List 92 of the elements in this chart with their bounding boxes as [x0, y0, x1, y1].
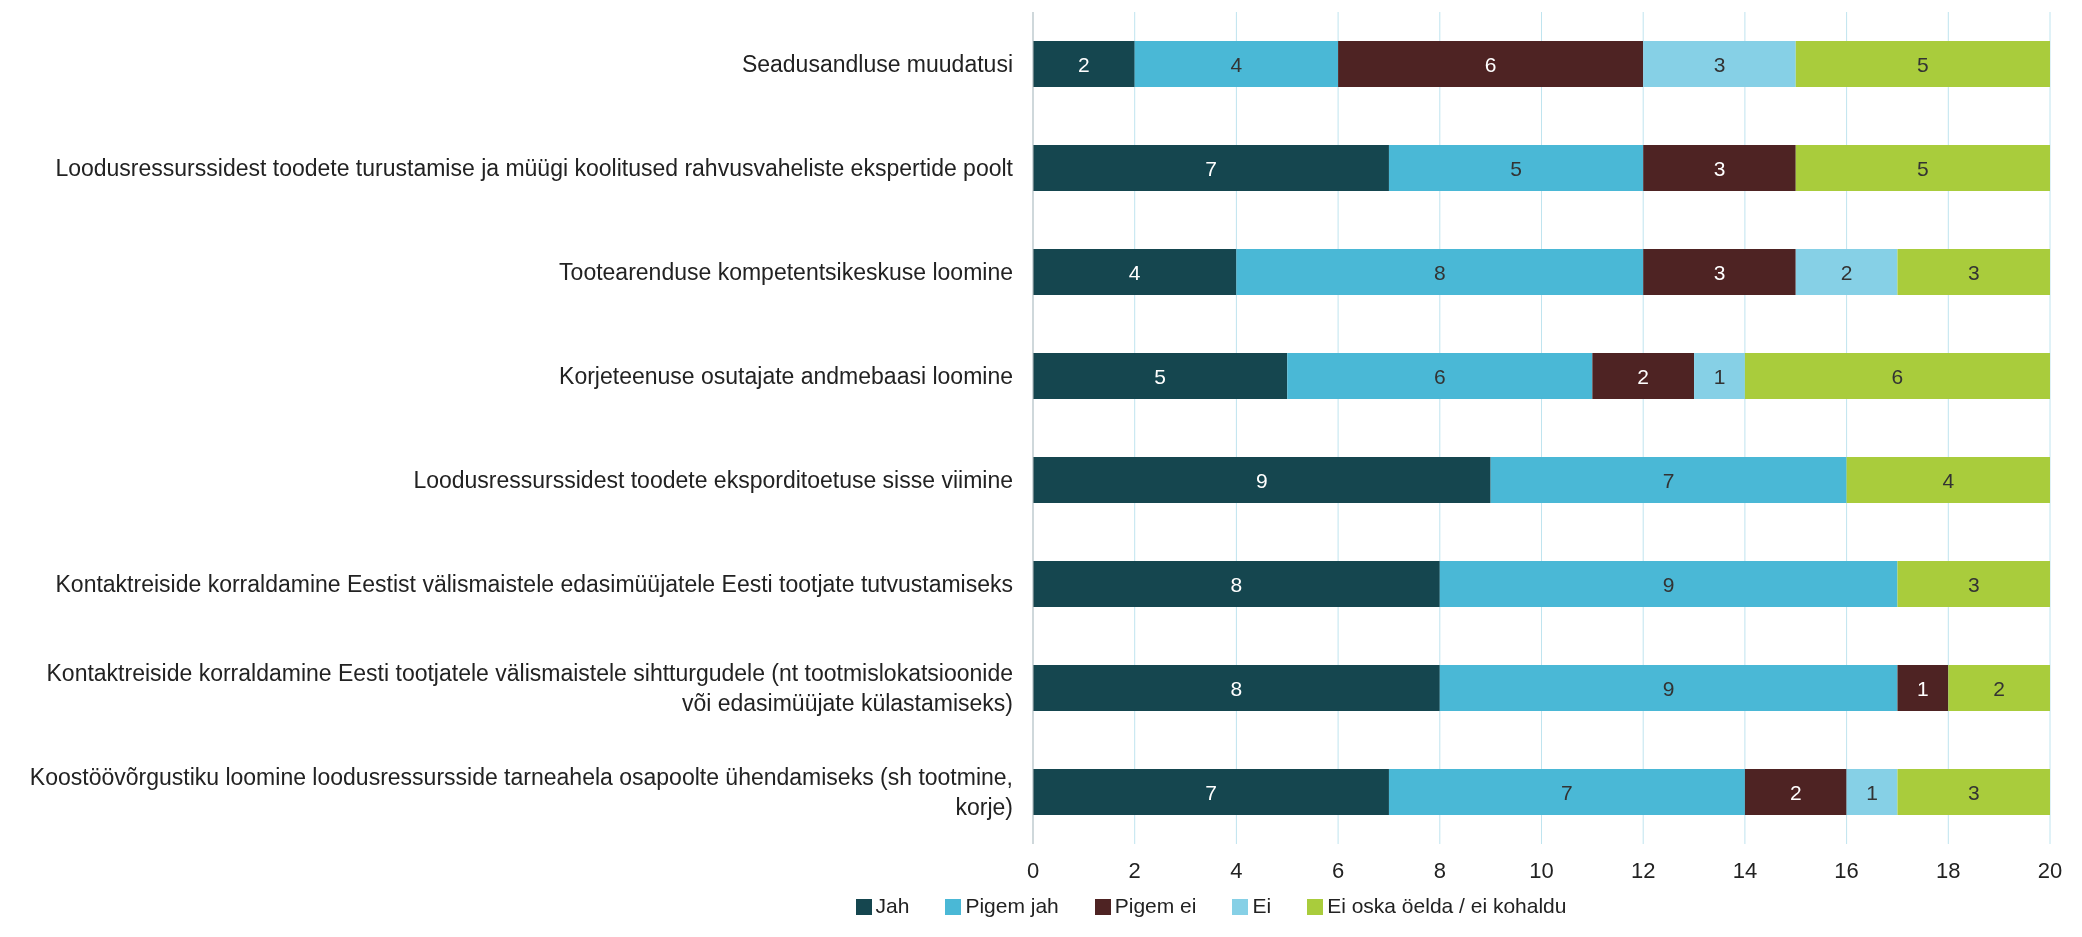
bar	[1744, 769, 1847, 815]
data-label: 8	[1433, 260, 1446, 284]
bar	[1643, 41, 1796, 87]
bar	[1134, 41, 1339, 87]
bar	[1338, 41, 1644, 87]
data-label: 6	[1891, 364, 1904, 388]
data-label: 5	[1917, 52, 1929, 76]
data-label: 1	[1866, 780, 1878, 804]
x-tick-label: 10	[1529, 857, 1554, 883]
x-tick-label: 14	[1732, 857, 1758, 883]
data-label: 3	[1967, 260, 1980, 284]
data-label: 3	[1967, 780, 1980, 804]
data-label: 3	[1967, 572, 1980, 596]
bar	[1795, 145, 2050, 191]
data-label: 7	[1662, 468, 1675, 492]
bar	[1897, 561, 2050, 607]
data-label: 2	[1637, 364, 1650, 388]
data-label: 2	[1078, 52, 1090, 76]
data-label: 7	[1205, 156, 1217, 180]
data-label: 4	[1128, 260, 1141, 284]
bar	[1490, 457, 1847, 503]
bar	[1033, 561, 1440, 607]
data-label: 9	[1255, 468, 1268, 492]
x-tick-label: 20	[2037, 857, 2063, 883]
bar	[1033, 353, 1288, 399]
bar	[1439, 561, 1898, 607]
legend-label: Ei	[1252, 894, 1272, 917]
legend-label: Pigem jah	[965, 894, 1059, 917]
bar	[1744, 353, 2050, 399]
x-tick-label: 2	[1128, 857, 1141, 883]
data-label: 8	[1230, 676, 1243, 700]
bar	[1643, 145, 1796, 191]
data-label: 5	[1917, 156, 1929, 180]
x-tick-label: 12	[1630, 857, 1656, 883]
data-label: 8	[1230, 572, 1243, 596]
bar	[1592, 353, 1695, 399]
x-tick-label: 18	[1936, 857, 1961, 883]
y-tick-label: Tootearenduse kompetentsikeskuse loomine	[559, 258, 1013, 287]
data-label: 7	[1561, 780, 1573, 804]
y-tick-label: Korjeteenuse osutajate andmebaasi loomine	[559, 362, 1013, 391]
bar	[1846, 769, 1898, 815]
bar	[1033, 665, 1440, 711]
y-tick-label: Kontaktreiside korraldamine Eestist välismaistele edasimüüjatele Eesti tootjate tutvustamiseks	[55, 570, 1013, 599]
bar	[1033, 41, 1135, 87]
bar	[1846, 457, 2050, 503]
data-label: 3	[1713, 52, 1726, 76]
data-label: 9	[1662, 572, 1675, 596]
bar	[1897, 769, 2050, 815]
bar	[1287, 353, 1593, 399]
bar	[1795, 41, 2050, 87]
data-label: 3	[1713, 156, 1726, 180]
x-tick-label: 0	[1026, 857, 1040, 883]
data-label: 2	[1993, 676, 2005, 700]
bar	[1643, 249, 1796, 295]
data-label: 6	[1433, 364, 1446, 388]
y-tick-label: Seadusandluse muudatusi	[741, 50, 1013, 79]
data-label: 3	[1713, 260, 1726, 284]
y-tick-label: Loodusressurssidest toodete turustamise ja müügi koolitused rahvusvaheliste ekspertide poolt	[55, 154, 1013, 183]
data-label: 6	[1484, 52, 1497, 76]
data-label: 1	[1713, 364, 1726, 388]
legend-label: Jah	[875, 894, 910, 917]
x-tick-label: 4	[1230, 857, 1243, 883]
bar	[1033, 249, 1237, 295]
data-label: 2	[1840, 260, 1853, 284]
bar	[1033, 457, 1491, 503]
data-label: 5	[1154, 364, 1166, 388]
bar	[1948, 665, 2050, 711]
data-label: 4	[1230, 52, 1243, 76]
legend-label: Ei oska öelda / ei kohaldu	[1327, 894, 1567, 917]
bar	[1897, 665, 1949, 711]
x-tick-label: 8	[1433, 857, 1446, 883]
x-tick-label: 16	[1834, 857, 1859, 883]
data-label: 7	[1205, 780, 1217, 804]
y-tick-label: Loodusressurssidest toodete eksporditoetuse sisse viimine	[413, 466, 1013, 495]
bar	[1388, 145, 1644, 191]
y-tick-label: Kontaktreiside korraldamine Eesti tootjatele välismaistele sihtturgudele (nt tootmislokatsioonide või edasimüüjate külastamiseks)	[45, 659, 1013, 718]
x-tick-label: 6	[1331, 857, 1345, 883]
bar	[1033, 769, 1389, 815]
data-label: 2	[1789, 780, 1802, 804]
bar	[1795, 249, 1898, 295]
data-label: 4	[1942, 468, 1955, 492]
bar	[1388, 769, 1745, 815]
bar	[1033, 145, 1389, 191]
data-label: 1	[1917, 676, 1929, 700]
bar	[1236, 249, 1644, 295]
data-label: 9	[1662, 676, 1675, 700]
bar	[1439, 665, 1898, 711]
y-tick-label: Koostöövõrgustiku loomine loodusressursside tarneahela osapoolte ühendamiseks (sh tootmine, korje)	[28, 763, 1013, 822]
bar	[1694, 353, 1745, 399]
data-label: 5	[1510, 156, 1522, 180]
legend-label: Pigem ei	[1114, 894, 1197, 917]
bar	[1897, 249, 2050, 295]
